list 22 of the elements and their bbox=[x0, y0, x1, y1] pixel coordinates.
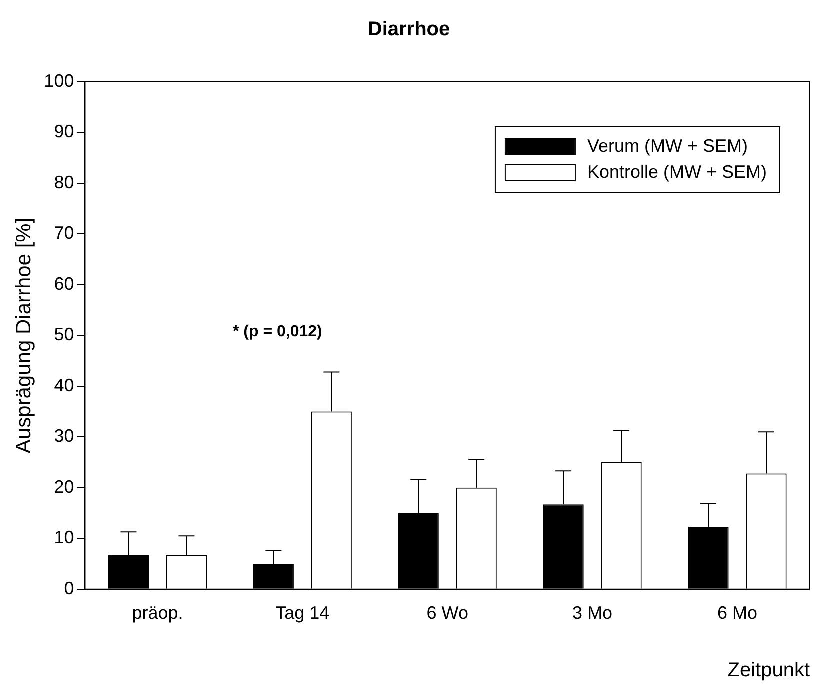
x-tick-label: 6 Mo bbox=[718, 603, 758, 624]
x-tick-label: 6 Wo bbox=[426, 603, 468, 624]
annotation: * (p = 0,012) bbox=[232, 324, 322, 341]
legend-label: Verum (MW + SEM) bbox=[587, 136, 748, 156]
y-tick-label: 10 bbox=[54, 528, 74, 548]
y-tick-label: 80 bbox=[54, 172, 74, 192]
legend-label: Kontrolle (MW + SEM) bbox=[587, 162, 768, 182]
y-tick-label: 20 bbox=[54, 476, 74, 497]
x-axis-title: Zeitpunkt bbox=[728, 660, 810, 682]
x-tick-label: präop. bbox=[132, 603, 184, 624]
chart-title: Diarrhoe bbox=[368, 18, 450, 41]
y-tick-label: 100 bbox=[44, 70, 74, 91]
y-tick-label: 50 bbox=[54, 324, 74, 345]
y-tick-label: 70 bbox=[54, 223, 74, 244]
y-tick-label: 30 bbox=[54, 426, 74, 446]
y-axis-title: Ausprägung Diarrhoe [%] bbox=[12, 218, 36, 454]
y-tick-label: 40 bbox=[54, 375, 74, 396]
x-tick-label: 3 Mo bbox=[572, 603, 613, 624]
x-tick-label: Tag 14 bbox=[276, 603, 330, 624]
y-tick-label: 0 bbox=[64, 578, 74, 598]
y-tick-label: 90 bbox=[54, 122, 74, 142]
y-tick-label: 60 bbox=[54, 274, 74, 294]
